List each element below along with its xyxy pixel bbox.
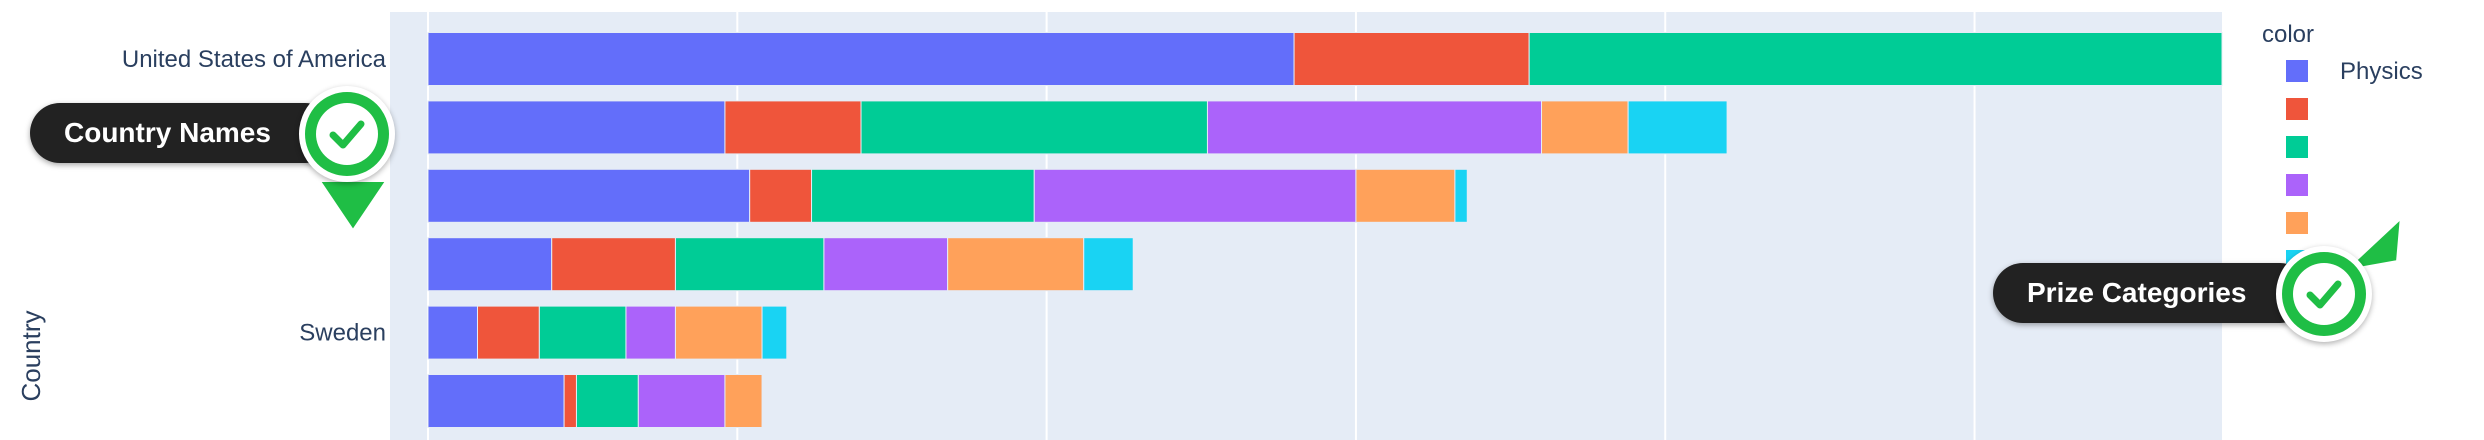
bar-segment [724,100,862,155]
bar-segment [1033,168,1357,223]
legend-swatch[interactable] [2286,60,2308,82]
bar-segment [575,374,639,428]
callout-country-names-label: Country Names [30,103,335,163]
bar-segment [674,237,825,292]
bar-segment [1083,237,1134,292]
bar-segment [724,374,763,428]
legend-title: color [2262,21,2314,48]
callout-prize-categories-label: Prize Categories [1993,263,2311,323]
bars [427,32,2223,428]
bar-segment [1627,100,1728,155]
bar-segment [427,32,1295,86]
bar-segment [749,168,813,223]
bar-segment [476,305,540,360]
y-tick-labels: United States of America Sweden [122,46,387,347]
bar-segment [1454,168,1468,223]
bar-segment [538,305,627,360]
bar-segment [1541,100,1629,155]
bar-segment [1355,168,1456,223]
bar-segment [761,305,788,360]
bar-segment [811,168,1035,223]
bar-segment [674,305,763,360]
bar-segment [427,237,553,292]
bar-segment [1528,32,2223,86]
y-axis-title: Country [16,310,46,401]
checkmark-badge-country-names [299,86,395,182]
bar-segment [1206,100,1543,155]
bar-segment [427,374,565,428]
legend-swatch[interactable] [2286,98,2308,120]
legend-swatch[interactable] [2286,212,2308,234]
y-tick-label: Sweden [299,320,386,347]
bar-segment [551,237,676,292]
bar-segment [563,374,577,428]
bar-segment [860,100,1208,155]
bar-segment [947,237,1085,292]
bar-segment [637,374,726,428]
legend-swatch[interactable] [2286,136,2308,158]
callout-country-names: Country Names [30,103,335,163]
checkmark-badge-prize-categories [2276,246,2372,342]
legend-label[interactable]: Physics [2340,58,2423,85]
bar-segment [427,168,751,223]
bar-segment [823,237,949,292]
bar-segment [625,305,676,360]
legend-swatch[interactable] [2286,174,2308,196]
bar-segment [1293,32,1530,86]
y-tick-label: United States of America [122,46,387,73]
callout-prize-categories-pointer [2339,216,2402,272]
callout-country-names-pointer [318,180,388,232]
check-icon [316,103,378,165]
check-icon [2293,263,2355,325]
bar-segment [427,305,478,360]
bar-segment [427,100,726,155]
callout-prize-categories: Prize Categories [1993,263,2311,323]
